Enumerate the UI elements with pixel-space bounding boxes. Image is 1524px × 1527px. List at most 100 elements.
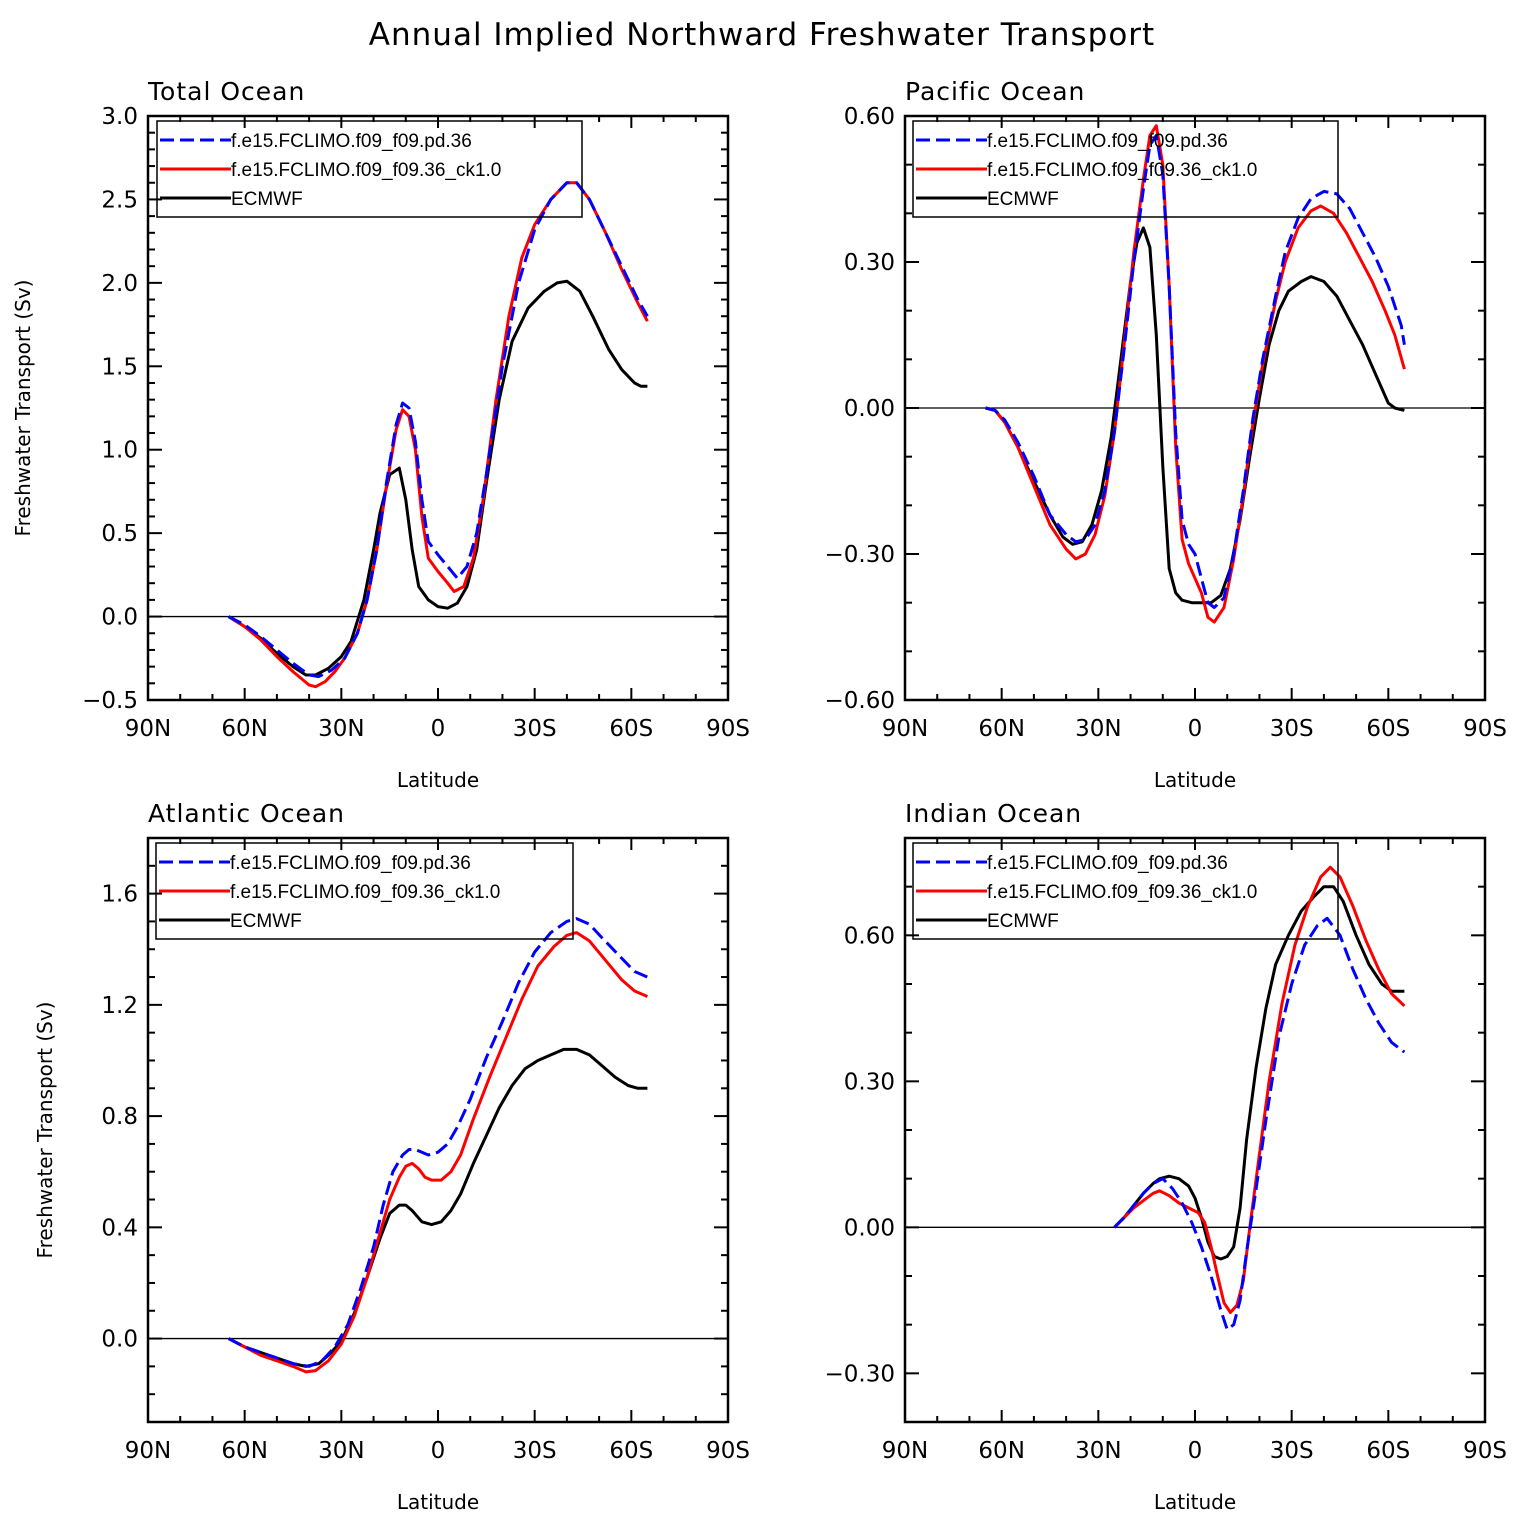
legend-label: f.e15.FCLIMO.f09_f09.36_ck1.0 [230, 882, 500, 903]
legend-label: ECMWF [231, 189, 303, 210]
x-tick-label: 60N [978, 716, 1024, 742]
x-tick-label: 90S [1463, 716, 1507, 742]
legend-label: f.e15.FCLIMO.f09_f09.36_ck1.0 [231, 160, 501, 181]
panel-atlantic-ocean: Atlantic Ocean 90N 60N 30N 0 30S 60S 90S 0.0 0.4 0… [33, 799, 750, 1514]
series-line-model-pd [227, 181, 649, 679]
x-tick-label: 30S [1270, 1438, 1314, 1464]
legend-label: f.e15.FCLIMO.f09_f09.36_ck1.0 [987, 160, 1257, 181]
y-tick-label: 1.2 [101, 993, 138, 1019]
panel-pacific-ocean: Pacific Ocean 90N 60N 30N 0 30S 60S 90S −0.60 −0.… [825, 77, 1507, 792]
legend-box [912, 842, 1339, 940]
x-tick-label: 60N [978, 1438, 1024, 1464]
y-tick-label: 0.0 [101, 1327, 138, 1353]
plot-frame [903, 114, 1487, 702]
series-line-model-pd [985, 134, 1406, 609]
y-tick-label: 1.5 [101, 354, 138, 380]
legend: f.e15.FCLIMO.f09_f09.pd.36 f.e15.FCLIMO.f… [912, 120, 1339, 218]
y-tick-label: 0.30 [844, 250, 895, 276]
x-axis-label: Latitude [397, 768, 479, 792]
x-axis-label: Latitude [1154, 768, 1236, 792]
series-group [227, 917, 648, 1374]
y-tick-label: 1.6 [101, 882, 138, 908]
x-tick-label: 90N [125, 716, 171, 742]
y-tick-label: 0.8 [101, 1104, 138, 1130]
panel-indian-ocean: Indian Ocean 90N 60N 30N 0 30S 60S 90S −0.30 0.00… [825, 799, 1507, 1514]
x-tick-label: 60N [221, 716, 267, 742]
series-group [227, 181, 649, 689]
y-tick-label: 0.60 [844, 104, 895, 130]
x-tick-label: 90S [706, 1438, 750, 1464]
y-tick-label: −0.30 [825, 1361, 895, 1387]
panel-title: Atlantic Ocean [148, 799, 345, 828]
series-line-model-ck [985, 124, 1406, 624]
x-tick-label: 30N [1075, 1438, 1121, 1464]
plot-frame [903, 836, 1487, 1424]
series-line-model-ck [227, 181, 649, 689]
plot-frame [146, 114, 730, 702]
y-axis-label: Freshwater Transport (Sv) [11, 280, 35, 537]
legend-label: ECMWF [230, 911, 302, 932]
series-group [985, 124, 1406, 624]
series-line-ecmwf [985, 226, 1405, 605]
y-axis-label: Freshwater Transport (Sv) [33, 1002, 57, 1259]
series-line-model-pd [1113, 916, 1406, 1331]
y-tick-label: 0.4 [101, 1215, 138, 1241]
legend-label: f.e15.FCLIMO.f09_f09.pd.36 [230, 853, 471, 874]
legend-label: f.e15.FCLIMO.f09_f09.pd.36 [231, 131, 472, 152]
y-tick-label: 0.00 [844, 1215, 895, 1241]
series-line-model-ck [1113, 865, 1406, 1314]
x-tick-label: 0 [431, 716, 446, 742]
figure-title: Annual Implied Northward Freshwater Tran… [369, 17, 1155, 53]
x-tick-label: 30N [318, 1438, 364, 1464]
x-tick-label: 90N [882, 716, 928, 742]
panel-title: Indian Ocean [905, 799, 1082, 828]
y-tick-label: 0.60 [844, 923, 895, 949]
x-tick-label: 30S [513, 716, 557, 742]
x-tick-label: 60N [221, 1438, 267, 1464]
x-tick-label: 30N [318, 716, 364, 742]
x-axis-label: Latitude [1154, 1490, 1236, 1514]
x-tick-label: 0 [431, 1438, 446, 1464]
x-axis-label: Latitude [397, 1490, 479, 1514]
y-tick-label: 2.0 [101, 271, 138, 297]
series-line-ecmwf [1113, 885, 1405, 1261]
series-line-ecmwf [227, 279, 648, 677]
series-line-ecmwf [227, 1047, 648, 1368]
legend-label: ECMWF [987, 189, 1059, 210]
panels: Total Ocean 90N 60N 30N 0 30S 60S 90S −0.5 0.0 0.5… [11, 77, 1507, 1514]
x-tick-label: 30S [1270, 716, 1314, 742]
y-tick-label: 0.30 [844, 1069, 895, 1095]
y-tick-label: −0.5 [82, 688, 138, 714]
y-tick-label: 0.00 [844, 396, 895, 422]
panel-title: Total Ocean [147, 77, 305, 106]
y-tick-label: 1.0 [101, 438, 138, 464]
plot-frame [146, 836, 730, 1424]
x-tick-label: 30N [1075, 716, 1121, 742]
legend-label: ECMWF [987, 911, 1059, 932]
y-tick-label: 0.0 [101, 605, 138, 631]
x-tick-label: 60S [609, 716, 653, 742]
legend: f.e15.FCLIMO.f09_f09.pd.36 f.e15.FCLIMO.f… [156, 120, 583, 218]
legend-label: f.e15.FCLIMO.f09_f09.pd.36 [987, 131, 1228, 152]
series-group [1113, 865, 1406, 1331]
x-tick-label: 60S [1366, 1438, 1410, 1464]
legend-box [155, 842, 574, 940]
panel-total-ocean: Total Ocean 90N 60N 30N 0 30S 60S 90S −0.5 0.0 0.5… [11, 77, 750, 792]
y-tick-label: 3.0 [101, 104, 138, 130]
legend: f.e15.FCLIMO.f09_f09.pd.36 f.e15.FCLIMO.f… [912, 842, 1339, 940]
x-tick-label: 90S [1463, 1438, 1507, 1464]
x-tick-label: 0 [1188, 716, 1203, 742]
panel-title: Pacific Ocean [905, 77, 1085, 106]
series-line-model-ck [227, 931, 648, 1374]
y-tick-label: −0.60 [825, 688, 895, 714]
legend: f.e15.FCLIMO.f09_f09.pd.36 f.e15.FCLIMO.f… [155, 842, 574, 940]
x-tick-label: 0 [1188, 1438, 1203, 1464]
y-tick-label: 0.5 [101, 521, 138, 547]
y-tick-label: −0.30 [825, 542, 895, 568]
y-tick-label: 2.5 [101, 187, 138, 213]
x-tick-label: 60S [1366, 716, 1410, 742]
legend-box [156, 120, 583, 218]
legend-label: f.e15.FCLIMO.f09_f09.36_ck1.0 [987, 882, 1257, 903]
legend-label: f.e15.FCLIMO.f09_f09.pd.36 [987, 853, 1228, 874]
